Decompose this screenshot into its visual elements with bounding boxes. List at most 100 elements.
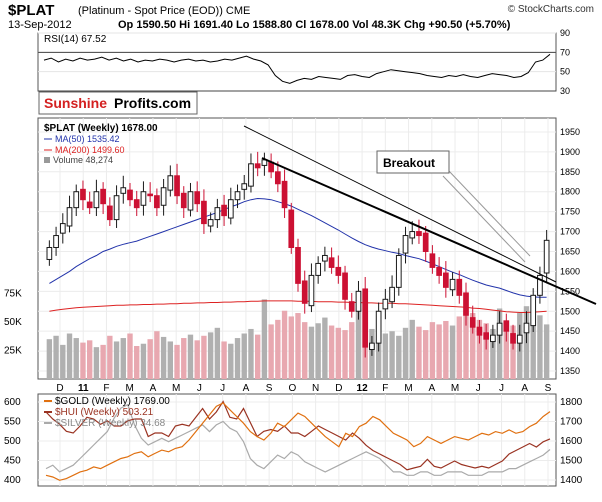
- legend-volume-swatch: [44, 157, 50, 163]
- source-credit: © StockCharts.com: [507, 4, 594, 15]
- volume-bar: [463, 310, 469, 379]
- volume-bar: [295, 313, 301, 379]
- volume-bar: [160, 336, 167, 379]
- x-tick-label: F: [103, 383, 109, 394]
- comparison-right-tick-label: 1400: [560, 475, 583, 486]
- volume-bar: [187, 334, 194, 379]
- volume-bar: [147, 339, 153, 379]
- candle-body: [234, 191, 241, 201]
- volume-bar: [449, 325, 456, 379]
- x-tick-label: J: [499, 383, 504, 394]
- candle-body: [140, 191, 147, 206]
- breakout-pointer-2: [442, 175, 526, 263]
- x-tick-label: A: [428, 383, 435, 394]
- x-tick-label: A: [243, 383, 250, 394]
- volume-bar: [389, 331, 395, 379]
- volume-bar: [268, 324, 274, 379]
- volume-bar: [134, 346, 140, 379]
- volume-bar: [113, 341, 120, 379]
- volume-bar: [543, 324, 550, 379]
- volume-bar: [261, 299, 268, 379]
- volume-bar: [234, 338, 241, 379]
- candle-body: [86, 201, 93, 209]
- x-tick-label: A: [150, 383, 157, 394]
- hui-line: [45, 400, 551, 471]
- volume-bar: [355, 308, 362, 379]
- price-tick-label: 1600: [560, 266, 580, 276]
- volume-bar: [382, 333, 389, 379]
- candle-body: [133, 199, 140, 209]
- silver-line: [45, 403, 551, 476]
- x-tick-label: 12: [357, 383, 369, 394]
- x-tick-label: J: [220, 383, 225, 394]
- volume-bar: [93, 347, 100, 379]
- volume-tick-label: 25K: [4, 346, 22, 357]
- volume-bar: [254, 334, 261, 379]
- comparison-panel-frame: [37, 393, 557, 487]
- breakout-box: [376, 150, 450, 174]
- volume-bar: [342, 330, 348, 379]
- trend-line-thin: [243, 125, 557, 283]
- rsi-tick-label: 30: [560, 86, 570, 96]
- volume-bar: [443, 320, 449, 379]
- price-tick-label: 1850: [560, 167, 580, 177]
- rsi-tick-label: 90: [560, 28, 570, 38]
- x-tick-label: S: [545, 383, 552, 394]
- candle-body: [456, 278, 463, 296]
- volume-bar: [214, 327, 221, 379]
- candle-body: [187, 191, 194, 211]
- legend-volume: Volume 48,274: [53, 155, 113, 165]
- volume-bar: [248, 328, 254, 379]
- volume-bar: [537, 315, 543, 379]
- x-tick-label: D: [335, 383, 342, 394]
- candle-body: [402, 235, 409, 254]
- candle-body: [436, 266, 442, 276]
- price-tick-label: 1550: [560, 286, 580, 296]
- candle-body: [416, 231, 422, 237]
- candle-body: [510, 333, 516, 344]
- candle-body: [274, 171, 281, 185]
- price-legend: $PLAT (Weekly) 1678.00 MA(50) 1535.42 MA…: [44, 123, 158, 165]
- candle-body: [180, 192, 187, 209]
- price-tick-label: 1700: [560, 227, 580, 237]
- volume-y-ticks: 75K 50K 25K: [4, 289, 22, 357]
- volume-bar: [456, 316, 462, 379]
- rsi-legend: RSI(14) 67.52: [44, 34, 107, 45]
- candle-body: [59, 223, 66, 234]
- legend-silver: $SILVER (Weekly) 34.68: [55, 418, 166, 429]
- candle-body: [516, 334, 523, 344]
- breakout-label: Breakout: [383, 156, 435, 170]
- comparison-left-tick-label: 600: [4, 397, 21, 408]
- volume-bar: [396, 335, 402, 379]
- candle-body: [120, 187, 127, 194]
- candle-body: [496, 322, 503, 336]
- volume-bar: [308, 326, 315, 379]
- candle-body: [154, 195, 160, 209]
- candles: [46, 151, 550, 358]
- x-tick-label: J: [197, 383, 202, 394]
- volume-bar: [207, 332, 214, 379]
- candle-body: [375, 310, 382, 344]
- rsi-line: [43, 53, 551, 84]
- legend-plat: $PLAT (Weekly) 1678.00: [44, 123, 158, 134]
- comparison-legend: $GOLD (Weekly) 1769.00 $HUI (Weekly) 503…: [44, 396, 170, 429]
- candle-body: [167, 175, 174, 191]
- volume-bar: [402, 327, 409, 379]
- quote-line: Op 1590.50 Hi 1691.40 Lo 1588.80 Cl 1678…: [118, 19, 511, 31]
- logo-part-1: Sunshine: [44, 95, 107, 111]
- candle-body: [66, 207, 73, 227]
- x-tick-label: M: [172, 383, 180, 394]
- logo-part-2: Profits.com: [114, 95, 191, 111]
- volume-bar: [349, 322, 355, 379]
- volume-bar: [60, 344, 66, 379]
- candle-body: [241, 183, 248, 190]
- comparison-left-tick-label: 450: [4, 456, 21, 467]
- candle-body: [214, 207, 221, 221]
- volume-bar: [416, 326, 422, 379]
- gold-line: [45, 402, 551, 481]
- x-tick-label: O: [288, 383, 296, 394]
- price-tick-label: 1350: [560, 366, 580, 376]
- candle-body: [281, 180, 288, 209]
- candle-body: [174, 175, 180, 197]
